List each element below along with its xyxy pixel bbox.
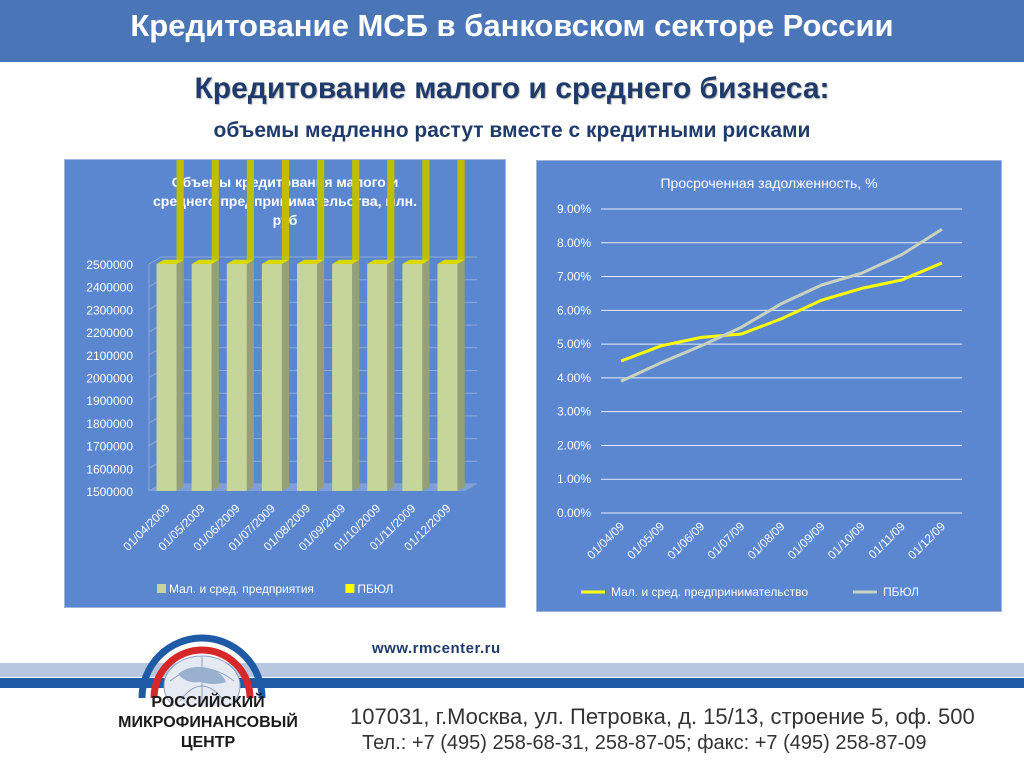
series-line [620, 227, 943, 383]
address-text: 107031, г.Москва, ул. Петровка, д. 15/13… [350, 704, 975, 729]
bar-side [457, 0, 465, 264]
phone-text: Тел.: +7 (495) 258-68-31, 258-87-05; фак… [362, 732, 927, 754]
y-tick-label: 2500000 [86, 258, 133, 272]
y-tick-label: 3.00% [557, 405, 591, 419]
legend-label: Мал. и сред. предпринимательство [611, 585, 808, 599]
y-tick-label: 1.00% [557, 472, 591, 486]
y-tick-label: 4.00% [557, 371, 591, 385]
bar-segment [367, 264, 388, 491]
slide-subtitle: Кредитование малого и среднего бизнеса: [194, 72, 830, 105]
y-tick-label: 2100000 [86, 349, 133, 363]
bar-side [176, 259, 184, 491]
y-tick-label: 2400000 [86, 281, 133, 295]
x-tick-label: 01/11/09 [866, 519, 909, 562]
bar-segment [191, 264, 212, 491]
logo-line-1: РОССИЙСКИЙ [151, 694, 265, 711]
legend-label: ПБЮЛ [883, 585, 919, 599]
bar-top [297, 259, 325, 264]
y-tick-label: 1700000 [86, 440, 133, 454]
bar-segment [332, 264, 353, 491]
y-tick-label: 5.00% [557, 337, 591, 351]
series-line [620, 261, 943, 363]
legend-swatch [157, 584, 166, 593]
bar-top [191, 259, 219, 264]
bar-segment [261, 264, 282, 491]
y-tick-label: 1800000 [86, 417, 133, 431]
title-bar: Кредитование МСБ в банковском секторе Ро… [0, 0, 1024, 62]
y-tick-label: 8.00% [557, 236, 591, 250]
bar-top [261, 259, 290, 264]
logo-line-2: МИКРОФИНАНСОВЫЙ [118, 714, 298, 731]
legend-label: ПБЮЛ [357, 582, 393, 596]
y-tick-label: 1900000 [86, 394, 133, 408]
bar-side [317, 19, 325, 264]
bar-top [437, 259, 465, 264]
bar-segment [226, 264, 247, 491]
x-tick-label: 01/04/09 [584, 519, 627, 562]
bar-side [246, 259, 254, 491]
legend-swatch [345, 584, 355, 593]
gridline-depth [148, 256, 162, 265]
bar-side [422, 0, 430, 264]
y-tick-label: 2200000 [86, 326, 133, 340]
x-tick-label: 01/10/09 [825, 519, 868, 562]
x-tick-label: 01/12/09 [905, 519, 948, 562]
bar-segment [156, 264, 177, 491]
bar-top [402, 259, 430, 264]
bar-segment [402, 264, 423, 491]
bar-top [156, 259, 184, 264]
x-tick-label: 01/07/09 [705, 519, 748, 562]
bar-side [352, 259, 360, 491]
bar-side [422, 259, 430, 491]
y-tick-label: 1600000 [86, 462, 133, 476]
x-tick-label: 01/08/09 [745, 519, 788, 562]
bar-side [211, 259, 219, 491]
bar-top [332, 259, 360, 264]
logo-line-3: ЦЕНТР [180, 734, 236, 751]
bar-side [281, 259, 290, 491]
footer-stripe-dark [0, 678, 1024, 688]
bar-top [226, 259, 254, 264]
bar-side [281, 18, 290, 264]
y-tick-label: 6.00% [557, 303, 591, 317]
y-tick-label: 9.00% [557, 202, 591, 216]
y-tick-label: 2000000 [86, 372, 133, 386]
y-tick-label: 7.00% [557, 270, 591, 284]
slide-subheading: объемы медленно растут вместе с кредитны… [213, 119, 811, 142]
y-tick-label: 2.00% [557, 438, 591, 452]
x-tick-label: 01/09/09 [785, 519, 828, 562]
bar-side [211, 35, 219, 264]
bar-side [246, 31, 254, 264]
chart-title: Просроченная задолженность, % [660, 175, 877, 191]
bar-side [387, 259, 395, 491]
line-chart: Просроченная задолженность, % 0.00% 1.00% 2… [557, 175, 962, 599]
line-chart-panel: Просроченная задолженность, % 0.00% 1.00% 2… [536, 160, 1002, 612]
y-tick-label: 1500000 [86, 485, 133, 499]
y-tick-label: 0.00% [557, 506, 591, 520]
bar-side [457, 259, 465, 491]
bar-segment [437, 264, 458, 491]
x-tick-label: 01/05/09 [624, 519, 667, 562]
bar-side [176, 32, 184, 264]
bar-side [352, 3, 360, 265]
website-link[interactable]: www.rmcenter.ru [372, 640, 501, 657]
globe-logo-icon [138, 634, 266, 706]
bar-top [367, 259, 395, 264]
bar-side [317, 259, 325, 491]
slide-title: Кредитование МСБ в банковском секторе Ро… [130, 8, 894, 43]
x-tick-label: 01/06/09 [664, 519, 707, 562]
bar-segment [297, 264, 317, 491]
bar-side [387, 0, 395, 264]
legend-label: Мал. и сред. предприятия [169, 582, 314, 596]
y-tick-label: 2300000 [86, 303, 133, 317]
